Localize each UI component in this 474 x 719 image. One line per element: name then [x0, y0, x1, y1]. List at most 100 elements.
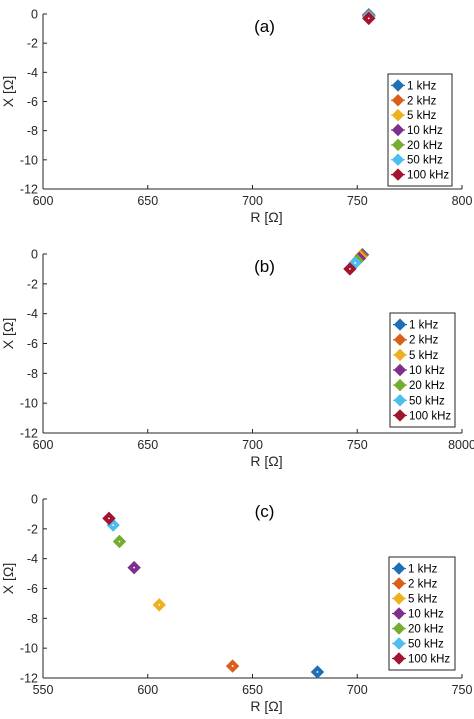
legend-marker	[393, 409, 407, 422]
legend-label: 1 kHz	[409, 320, 439, 332]
y-tick-label: -4	[27, 307, 38, 321]
legend-marker	[391, 79, 405, 92]
legend-marker	[392, 562, 406, 575]
legend-marker	[391, 153, 405, 166]
y-tick-label: -10	[20, 397, 38, 411]
y-tick-label: -12	[20, 672, 38, 686]
chart-panel: 600 650 700 750 8000 0 -2 -4 -6 -8 -10 -12 R [Ω] X [Ω…	[0, 248, 474, 470]
data-point-center	[354, 262, 357, 264]
y-tick-label: -10	[20, 642, 38, 656]
x-tick-label: 750	[347, 194, 368, 208]
x-axis-label: R [Ω]	[250, 698, 282, 714]
legend-label: 5 kHz	[408, 594, 438, 606]
legend-label: 2 kHz	[409, 335, 439, 347]
legend-label: 20 kHz	[407, 140, 443, 152]
legend-marker	[393, 348, 407, 362]
y-tick-label: -8	[27, 124, 38, 138]
x-tick-label: 550	[33, 683, 54, 697]
y-tick-label: -6	[27, 95, 38, 109]
x-axis-label: R [Ω]	[250, 453, 282, 469]
x-tick-label: 650	[137, 438, 158, 452]
legend: 1 kHz 2 kHz 5 kHz 10 kHz 20 kHz 50 kHz 100 kHz	[388, 556, 456, 671]
data-point-center	[231, 665, 234, 667]
data-point-center	[112, 524, 115, 527]
legend-marker	[393, 363, 407, 377]
y-axis-label: X [Ω]	[0, 318, 16, 349]
y-axis-label: X [Ω]	[0, 563, 16, 594]
legend-label: 10 kHz	[409, 365, 445, 377]
x-axis-label: R [Ω]	[250, 209, 282, 225]
legend-marker	[392, 652, 406, 665]
y-tick-label: -10	[20, 153, 38, 167]
x-tick-label: 700	[347, 683, 368, 697]
x-tick-label: 600	[33, 438, 54, 452]
legend: 1 kHz 2 kHz 5 kHz 10 kHz 20 kHz 50 kHz 100 kHz	[387, 73, 453, 187]
legend-label: 100 kHz	[408, 654, 450, 666]
legend-label: 100 kHz	[407, 170, 449, 182]
y-tick-label: -4	[27, 552, 38, 566]
legend-marker	[392, 577, 406, 590]
chart-panel: 600 650 700 750 800 0 -2 -4 -6 -8 -10 -12 R [Ω] X [Ω]…	[0, 8, 472, 226]
y-tick-label: 0	[31, 493, 38, 507]
legend-marker	[392, 592, 406, 605]
x-tick-label: 750	[347, 438, 368, 452]
x-tick-label: 600	[33, 194, 54, 208]
x-tick-label: 650	[137, 194, 158, 208]
legend-label: 50 kHz	[409, 395, 445, 407]
x-tick-label: 600	[137, 683, 158, 697]
data-point-center	[108, 517, 110, 520]
y-tick-label: -6	[27, 337, 38, 351]
legend-marker	[393, 378, 407, 392]
y-tick-label: -8	[27, 367, 38, 381]
data-point-center	[349, 268, 351, 270]
legend-marker	[391, 94, 405, 107]
legend-marker	[392, 637, 406, 650]
y-tick-label: -6	[27, 582, 38, 596]
legend-marker	[392, 622, 406, 635]
data-point-center	[158, 604, 161, 606]
x-tick-label: 700	[242, 194, 263, 208]
legend-label: 20 kHz	[408, 624, 444, 636]
legend-marker	[391, 123, 405, 137]
legend-label: 100 kHz	[409, 410, 451, 422]
x-tick-label: 700	[242, 438, 263, 452]
x-tick-label: 750	[452, 683, 473, 697]
legend-marker	[391, 138, 405, 152]
chart-panel: 550 600 650 700 750 0 -2 -4 -6 -8 -10 -12 R [Ω] X [Ω]…	[0, 493, 472, 715]
data-point-center	[133, 566, 136, 569]
y-tick-label: -4	[27, 66, 38, 80]
legend-marker	[391, 108, 405, 122]
panel-title: (a)	[254, 17, 275, 36]
legend: 1 kHz 2 kHz 5 kHz 10 kHz 20 kHz 50 kHz 100 kHz	[389, 312, 456, 428]
panel-title: (c)	[255, 502, 275, 521]
y-tick-label: -12	[20, 183, 38, 197]
data-point-center	[118, 540, 121, 543]
x-tick-label: 800	[452, 194, 473, 208]
y-tick-label: 0	[31, 8, 38, 22]
legend-marker	[393, 394, 407, 407]
legend-label: 5 kHz	[409, 350, 439, 362]
legend-label: 2 kHz	[408, 579, 438, 591]
legend-label: 10 kHz	[407, 125, 443, 137]
y-tick-label: -12	[20, 427, 38, 441]
y-tick-label: 0	[31, 248, 38, 262]
x-tick-label: 650	[242, 683, 263, 697]
legend-label: 2 kHz	[407, 95, 437, 107]
y-tick-label: -2	[27, 277, 38, 291]
legend-marker	[393, 318, 407, 331]
legend-label: 20 kHz	[409, 380, 445, 392]
x-tick-label: 8000	[448, 438, 474, 452]
panel-title: (b)	[254, 257, 275, 276]
legend-label: 5 kHz	[407, 110, 437, 122]
legend-marker	[391, 168, 405, 181]
data-point-center	[316, 671, 319, 673]
y-tick-label: -2	[27, 37, 38, 51]
data-point-center	[367, 17, 370, 20]
legend-label: 1 kHz	[407, 80, 437, 92]
legend-label: 50 kHz	[407, 155, 443, 167]
legend-marker	[393, 333, 407, 346]
y-axis-label: X [Ω]	[0, 76, 16, 107]
legend-marker	[392, 607, 406, 620]
legend-label: 50 kHz	[408, 639, 444, 651]
